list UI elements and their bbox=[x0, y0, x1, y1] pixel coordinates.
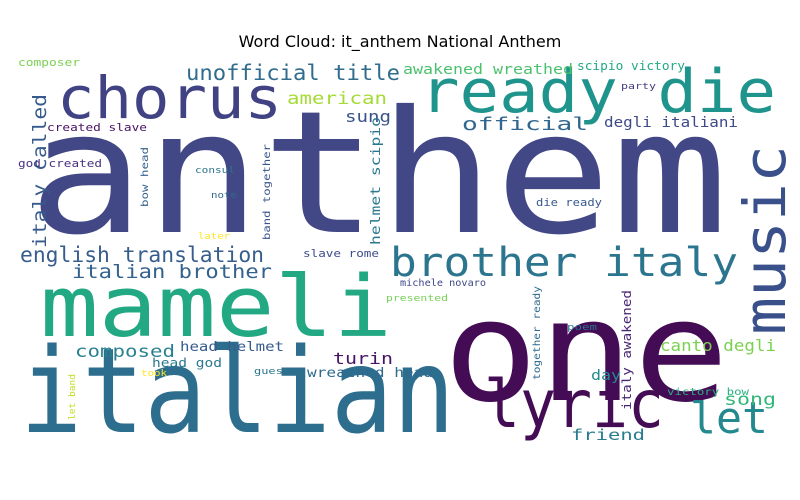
word-italy-awakened: italy awakened bbox=[620, 290, 634, 410]
word-brother-italy: brother italy bbox=[390, 240, 738, 286]
word-italian: italian bbox=[20, 322, 455, 460]
word-sung: sung bbox=[345, 107, 391, 126]
word-unofficial-title: unofficial title bbox=[186, 61, 400, 85]
word-lyric: lyric bbox=[484, 366, 664, 443]
word-canto-degli: canto degli bbox=[660, 336, 776, 355]
word-composed: composed bbox=[75, 342, 175, 362]
word-took: took bbox=[141, 369, 168, 379]
word-song: song bbox=[724, 390, 776, 410]
word-party: party bbox=[621, 82, 657, 92]
chart-title: Word Cloud: it_anthem National Anthem bbox=[238, 32, 562, 51]
word-scipio-victory: scipio victory bbox=[577, 59, 685, 73]
word-victory-bow: victory bow bbox=[667, 387, 750, 398]
word-presented: presented bbox=[386, 294, 448, 304]
word-anthem: anthem bbox=[28, 75, 728, 273]
word-together-ready: together ready bbox=[532, 286, 543, 380]
word-guest: guest bbox=[254, 367, 290, 377]
word-awakened-wreathed: awakened wreathed bbox=[403, 62, 573, 78]
word-let-band: let band bbox=[68, 374, 78, 420]
word-created-slave: created slave bbox=[47, 121, 147, 134]
word-band-together: band together bbox=[262, 144, 273, 240]
word-die-ready: die ready bbox=[536, 196, 602, 209]
word-american: american bbox=[287, 89, 387, 109]
word-head-god: head god bbox=[152, 356, 222, 370]
word-note: note bbox=[211, 191, 237, 201]
word-italian-brother: italian brother bbox=[72, 261, 272, 283]
word-degli-italiani: degli italiani bbox=[604, 115, 738, 131]
word-god-created: god created bbox=[18, 157, 102, 170]
word-wreathed-head: wreathed head bbox=[307, 366, 433, 381]
word-helmet-scipio: helmet scipio bbox=[369, 117, 384, 245]
word-composer: composer bbox=[18, 56, 80, 69]
word-michele-novaro: michele novaro bbox=[400, 278, 486, 289]
word-official: official bbox=[462, 114, 588, 135]
word-consul: consul bbox=[195, 166, 235, 176]
word-english-translation: english translation bbox=[20, 243, 264, 267]
word-slave-rome: slave rome bbox=[303, 247, 379, 260]
word-friend: friend bbox=[571, 426, 645, 444]
word-head-helmet: head helmet bbox=[180, 340, 284, 355]
word-ready-die: ready die bbox=[420, 57, 776, 127]
word-poem: poem bbox=[567, 323, 597, 333]
word-music: music bbox=[731, 145, 799, 335]
word-turin: turin bbox=[333, 349, 393, 368]
word-later: later bbox=[198, 232, 231, 242]
word-day: day bbox=[591, 368, 621, 384]
word-mameli: mameli bbox=[40, 258, 392, 357]
word-bow-head: bow head bbox=[140, 147, 151, 207]
word-one: one bbox=[443, 271, 729, 434]
word-let: let bbox=[690, 393, 768, 444]
word-chorus: chorus bbox=[57, 64, 282, 132]
word-italy-called: italy called bbox=[29, 94, 51, 248]
